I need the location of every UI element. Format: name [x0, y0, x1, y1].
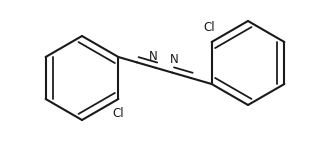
Text: Cl: Cl [113, 107, 124, 120]
Text: Cl: Cl [204, 21, 215, 34]
Text: N: N [149, 50, 158, 63]
Text: N: N [170, 53, 179, 66]
